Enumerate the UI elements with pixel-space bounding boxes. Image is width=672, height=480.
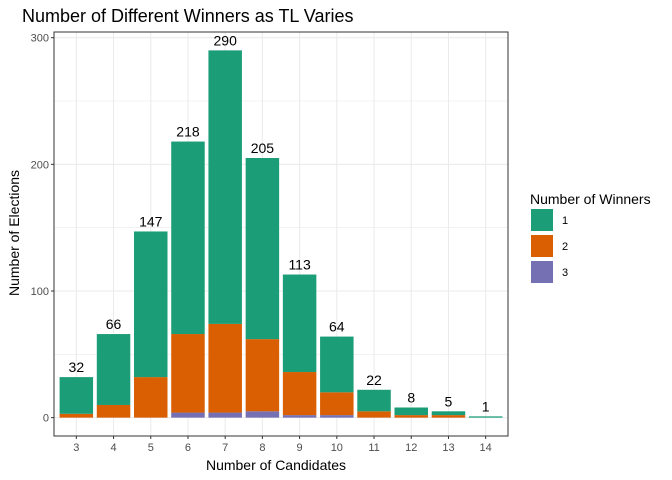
bar-segment-5-series-1: [134, 231, 168, 378]
bar-segment-10-series-2: [320, 392, 354, 416]
bar-segment-7-series-3: [208, 412, 242, 418]
legend: Number of Winners 1 2 3: [530, 191, 651, 283]
data-label-4: 66: [106, 316, 122, 332]
data-label-11: 22: [366, 372, 382, 388]
data-label-13: 5: [445, 393, 453, 409]
x-tick-label-14: 14: [480, 442, 492, 454]
x-tick-label-8: 8: [259, 442, 265, 454]
legend-swatch-3: [531, 261, 553, 283]
bar-segment-3-series-1: [59, 377, 94, 414]
bar-segment-4-series-2: [96, 404, 131, 418]
legend-items: 1 2 3: [531, 209, 568, 283]
bar-segment-7-series-2: [208, 323, 242, 413]
x-axis-title: Number of Candidates: [206, 457, 346, 473]
bar-segment-7-series-1: [208, 50, 242, 324]
bar-segment-10-series-1: [320, 336, 354, 393]
data-label-5: 147: [139, 213, 163, 229]
x-tick-label-11: 11: [368, 442, 379, 454]
x-tick-label-9: 9: [297, 442, 303, 454]
bar-segment-8-series-1: [245, 158, 280, 340]
legend-title: Number of Winners: [530, 191, 651, 207]
bar-segment-10-series-3: [320, 415, 354, 418]
legend-label-1: 1: [562, 215, 568, 227]
x-tick-label-4: 4: [110, 442, 116, 454]
bar-segment-12-series-2: [394, 415, 428, 418]
legend-label-2: 2: [562, 241, 568, 253]
bar-segment-8-series-2: [245, 339, 280, 412]
bar-segment-14-series-1: [468, 416, 503, 418]
legend-swatch-2: [531, 235, 553, 257]
bar-segment-6-series-2: [171, 334, 205, 413]
x-tick-label-12: 12: [405, 442, 417, 454]
bar-segment-9-series-3: [282, 415, 317, 418]
y-axis-title: Number of Elections: [6, 170, 22, 296]
x-tick-label-7: 7: [222, 442, 228, 454]
bar-segment-3-series-2: [59, 413, 94, 418]
bar-segment-5-series-2: [134, 377, 168, 418]
x-tick-label-5: 5: [148, 442, 154, 454]
bar-segment-9-series-2: [282, 372, 317, 416]
bar-segment-9-series-1: [282, 274, 317, 373]
bar-segment-13-series-1: [431, 411, 466, 416]
data-label-9: 113: [288, 257, 311, 273]
x-tick-label-3: 3: [73, 442, 79, 454]
bars-layer: [59, 50, 503, 418]
legend-swatch-1: [531, 209, 553, 231]
x-tick-label-6: 6: [185, 442, 191, 454]
data-label-14: 1: [482, 398, 490, 414]
legend-label-3: 3: [562, 267, 568, 279]
bar-segment-13-series-2: [431, 415, 466, 418]
bar-segment-11-series-2: [357, 411, 391, 418]
data-label-10: 64: [329, 319, 345, 335]
bar-segment-12-series-1: [394, 407, 428, 416]
data-label-8: 205: [251, 140, 275, 156]
x-tick-label-13: 13: [442, 442, 454, 454]
bar-segment-4-series-1: [96, 334, 131, 405]
data-label-3: 32: [69, 359, 85, 375]
y-tick-label: 200: [31, 159, 49, 171]
bar-segment-8-series-3: [245, 411, 280, 418]
chart-title: Number of Different Winners as TL Varies: [22, 6, 353, 26]
panel-border: [53, 31, 509, 437]
bar-segment-6-series-3: [171, 412, 205, 418]
bar-segment-6-series-1: [171, 141, 205, 335]
y-tick-label: 100: [31, 286, 49, 298]
x-tick-label-10: 10: [331, 442, 343, 454]
y-axis-ticks: 0 100 200 300: [31, 33, 54, 425]
x-axis-ticks: 3 4 5 6 7 8 9 10 11 12 13 14: [73, 436, 492, 454]
data-labels-layer: 32 66 147 218 290 205 113 64 22 8 5 1: [69, 32, 490, 414]
data-label-12: 8: [407, 390, 415, 406]
bar-segment-11-series-1: [357, 389, 391, 412]
data-label-6: 218: [176, 124, 200, 140]
y-tick-label: 300: [31, 33, 49, 45]
y-tick-label: 0: [43, 413, 49, 425]
data-label-7: 290: [214, 32, 238, 48]
